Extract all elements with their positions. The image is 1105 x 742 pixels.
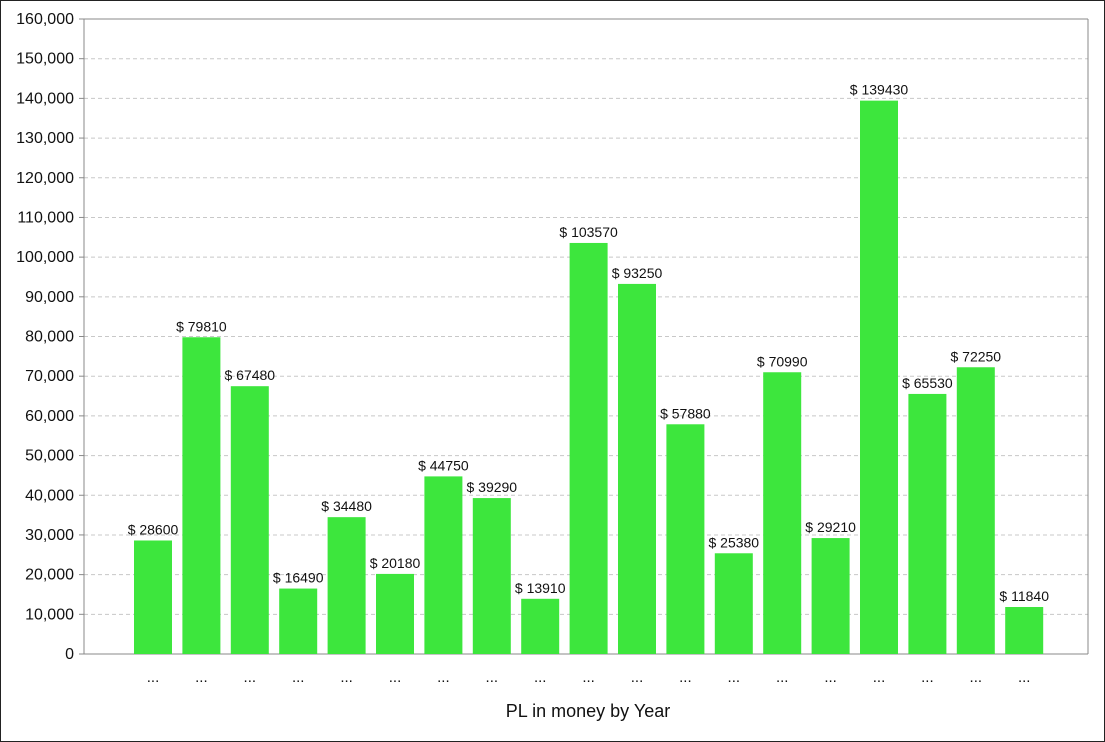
bar	[424, 476, 463, 654]
x-category-label: ...	[147, 669, 160, 686]
bar	[230, 386, 269, 654]
x-category-label: ...	[728, 669, 741, 686]
bar-value-label: $ 16490	[273, 570, 324, 586]
x-category-label: ...	[776, 669, 789, 686]
x-category-label: ...	[582, 669, 595, 686]
bar-value-label: $ 139430	[850, 82, 909, 98]
bar	[521, 598, 560, 654]
bar-value-label: $ 79810	[176, 318, 227, 334]
bar-value-label: $ 70990	[757, 353, 808, 369]
x-category-label: ...	[340, 669, 353, 686]
bar	[182, 337, 221, 654]
bar	[327, 517, 366, 654]
y-tick-label: 60,000	[25, 408, 74, 425]
bar-value-label: $ 72250	[950, 348, 1001, 364]
bar-value-label: $ 67480	[224, 367, 275, 383]
x-category-label: ...	[679, 669, 692, 686]
bar	[1005, 607, 1044, 654]
y-tick-label: 30,000	[25, 527, 74, 544]
bar-value-label: $ 20180	[370, 555, 421, 571]
bar	[569, 242, 608, 655]
x-category-label: ...	[824, 669, 837, 686]
bar	[618, 283, 656, 654]
bar	[860, 100, 898, 654]
bar	[811, 538, 850, 654]
x-category-label: ...	[195, 669, 208, 686]
bars	[134, 100, 1044, 655]
y-tick-label: 150,000	[16, 51, 74, 68]
bar-value-label: $ 11840	[999, 588, 1049, 604]
bar-value-labels: $ 28600 $ 79810 $ 67480 $ 16490 $ 34480 $ 201…	[128, 82, 1049, 604]
bar	[908, 393, 947, 654]
x-category-labels: ........................................…	[147, 669, 1031, 686]
bar-value-label: $ 93250	[612, 265, 663, 281]
y-tick-label: 120,000	[16, 170, 74, 187]
bar	[714, 553, 753, 654]
bar	[279, 588, 318, 654]
y-tick-label: 0	[65, 646, 74, 663]
y-tick-label: 40,000	[25, 487, 74, 504]
y-tick-labels: 0 10,000 20,000 30,000 40,000 50,000 60,000 70,…	[16, 11, 74, 663]
bar-value-label: $ 57880	[660, 405, 711, 421]
x-category-label: ...	[921, 669, 934, 686]
x-category-label: ...	[244, 669, 257, 686]
bar	[666, 424, 705, 654]
x-category-label: ...	[292, 669, 305, 686]
bar-value-label: $ 39290	[466, 479, 517, 495]
bar	[763, 372, 802, 654]
bar-value-label: $ 65530	[902, 375, 953, 391]
bar-value-label: $ 103570	[559, 224, 618, 240]
y-tick-label: 110,000	[17, 209, 74, 226]
y-tick-label: 20,000	[25, 567, 74, 584]
y-tick-label: 160,000	[16, 11, 74, 28]
x-category-label: ...	[1018, 669, 1031, 686]
x-category-label: ...	[970, 669, 983, 686]
bar	[472, 498, 511, 654]
x-axis-title: PL in money by Year	[506, 701, 670, 721]
y-tick-label: 90,000	[25, 289, 74, 306]
x-category-label: ...	[631, 669, 644, 686]
bar-value-label: $ 28600	[128, 521, 179, 537]
bar-value-label: $ 29210	[805, 519, 856, 535]
bar-value-label: $ 44750	[418, 457, 469, 473]
y-tick-label: 50,000	[25, 448, 74, 465]
bar-value-label: $ 25380	[708, 534, 759, 550]
y-tick-label: 140,000	[16, 90, 74, 107]
x-category-label: ...	[437, 669, 450, 686]
y-tick-label: 70,000	[25, 368, 74, 385]
y-tick-label: 80,000	[25, 329, 74, 346]
x-category-label: ...	[486, 669, 499, 686]
bar	[956, 367, 995, 654]
x-category-label: ...	[873, 669, 886, 686]
x-category-label: ...	[389, 669, 402, 686]
bar-value-label: $ 13910	[515, 580, 566, 596]
y-tick-label: 100,000	[16, 249, 74, 266]
bar	[376, 573, 414, 654]
y-tick-label: 130,000	[16, 130, 74, 147]
bar	[134, 540, 172, 654]
x-category-label: ...	[534, 669, 547, 686]
y-tick-label: 10,000	[25, 606, 74, 623]
bar-value-label: $ 34480	[321, 498, 372, 514]
